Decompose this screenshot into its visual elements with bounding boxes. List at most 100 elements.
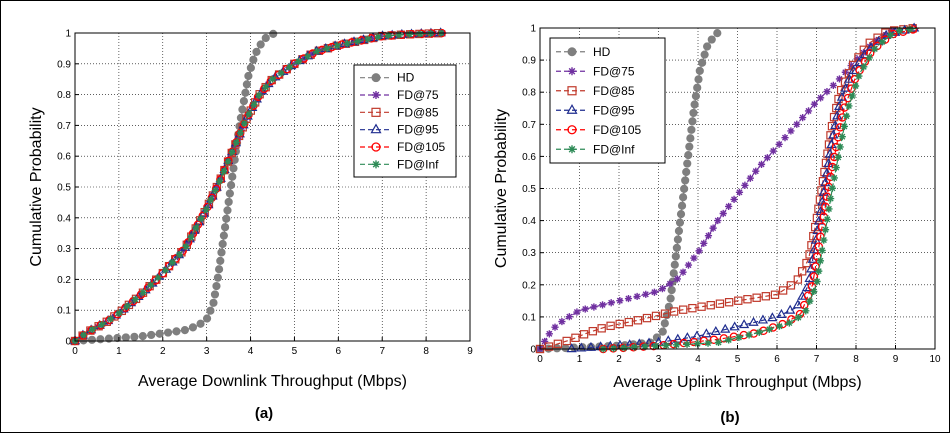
data-point xyxy=(847,61,855,70)
data-point xyxy=(364,35,372,43)
data-point xyxy=(813,277,821,286)
data-point xyxy=(212,281,221,291)
data-point xyxy=(213,273,222,282)
legend: HD FD@75 FD@85 FD@95 FD@105 FD@Inf xyxy=(549,37,666,164)
data-point xyxy=(395,31,403,39)
data-point xyxy=(643,337,655,347)
data-point xyxy=(585,341,597,351)
data-point xyxy=(163,328,173,337)
data-point xyxy=(836,143,844,151)
y-tick-label: 0.4 xyxy=(57,213,71,224)
data-point xyxy=(416,30,424,38)
data-point xyxy=(797,267,807,276)
y-tick-label: 0 xyxy=(530,345,536,356)
data-point xyxy=(725,202,733,211)
data-point xyxy=(241,88,250,97)
data-point xyxy=(769,147,777,155)
legend-item: FD@75 xyxy=(556,64,635,78)
data-point xyxy=(792,299,803,309)
x-tick-label: 9 xyxy=(893,354,899,365)
data-point xyxy=(316,46,324,55)
data-point xyxy=(704,339,712,347)
data-point xyxy=(778,286,788,295)
data-point xyxy=(551,323,559,331)
data-point xyxy=(286,63,294,71)
data-point xyxy=(729,321,740,331)
data-point xyxy=(214,265,224,274)
legend-marker xyxy=(568,145,576,154)
data-point xyxy=(209,298,218,307)
data-point xyxy=(851,82,860,90)
x-tick-label: 3 xyxy=(656,354,662,365)
y-tick-label: 0.9 xyxy=(57,59,71,70)
data-point xyxy=(616,297,624,305)
data-point xyxy=(553,339,563,349)
data-point xyxy=(683,159,692,168)
data-point xyxy=(816,94,825,102)
data-point xyxy=(793,275,803,284)
data-point xyxy=(890,26,901,36)
x-tick-label: 3 xyxy=(204,346,210,357)
data-point xyxy=(154,274,162,282)
data-point xyxy=(906,25,914,33)
data-point xyxy=(202,205,210,214)
data-point xyxy=(763,154,771,162)
data-point xyxy=(256,40,265,49)
data-point xyxy=(151,276,160,285)
data-point xyxy=(245,110,253,118)
data-point xyxy=(895,27,904,35)
data-point xyxy=(672,341,681,349)
data-point xyxy=(818,246,826,255)
data-point xyxy=(304,52,312,60)
data-point xyxy=(827,195,835,203)
data-point xyxy=(735,188,744,196)
data-point xyxy=(131,295,139,304)
data-point xyxy=(229,164,238,173)
data-point xyxy=(558,317,566,326)
y-tick-label: 0.3 xyxy=(57,244,71,255)
x-tick-label: 7 xyxy=(379,346,385,357)
data-point xyxy=(810,287,818,296)
data-point xyxy=(669,307,679,316)
legend-item: FD@105 xyxy=(360,140,446,154)
legend-item: HD xyxy=(556,45,611,59)
data-point xyxy=(810,100,818,108)
legend-marker xyxy=(567,125,577,135)
legend-label: FD@105 xyxy=(397,140,446,154)
legend-item: FD@95 xyxy=(556,103,635,117)
data-point xyxy=(824,140,834,149)
y-tick-label: 0.2 xyxy=(57,275,71,286)
legend-marker xyxy=(566,104,578,114)
data-point xyxy=(219,231,228,240)
data-point xyxy=(213,183,221,191)
data-point xyxy=(823,88,831,96)
data-point xyxy=(224,158,232,166)
data-point xyxy=(816,257,825,265)
data-point xyxy=(799,113,807,122)
legend-label: FD@95 xyxy=(397,123,439,137)
data-point xyxy=(269,29,278,38)
data-point xyxy=(680,184,689,193)
data-point xyxy=(821,226,830,234)
data-point xyxy=(597,324,606,333)
data-point xyxy=(725,336,733,344)
data-point xyxy=(641,342,649,351)
data-point xyxy=(741,181,749,189)
legend-item: FD@Inf xyxy=(360,157,439,171)
chart-panel-a: 0 1 2 3 4 5 6 7 8 9 0 0.1 0.2 0.3 0.4 0.5 0.6 0.7 0.8 0.9 1 A… xyxy=(28,27,473,422)
data-point xyxy=(651,311,661,321)
data-point xyxy=(804,273,815,283)
y-tick-label: 0.4 xyxy=(522,216,536,227)
x-tick-label: 5 xyxy=(735,354,741,365)
data-point xyxy=(610,344,618,352)
data-point xyxy=(96,335,105,344)
data-point xyxy=(855,72,863,80)
data-point xyxy=(182,242,190,250)
data-point xyxy=(832,103,841,113)
data-point xyxy=(250,100,258,109)
y-tick-label: 0.1 xyxy=(57,306,71,317)
data-point xyxy=(573,308,581,316)
data-point xyxy=(161,266,170,274)
data-point xyxy=(588,326,598,336)
data-point xyxy=(155,329,164,338)
